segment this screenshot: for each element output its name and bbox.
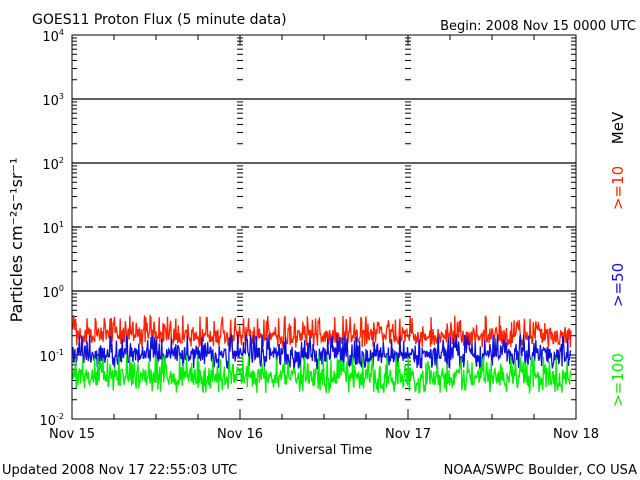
chart-title: GOES11 Proton Flux (5 minute data) (32, 12, 287, 28)
x-axis-label: Universal Time (276, 443, 373, 458)
x-tick-label: Nov 17 (385, 427, 431, 442)
y-tick-label: 100 (42, 284, 64, 301)
x-tick-label: Nov 15 (49, 427, 95, 442)
y-tick-label: 10-2 (39, 412, 64, 429)
y-tick-label: 10-1 (39, 348, 64, 365)
series-line (72, 313, 572, 348)
series-line (72, 333, 572, 372)
begin-label: Begin: 2008 Nov 15 0000 UTC (440, 19, 636, 34)
legend: MeV >=10 >=50 >=100 (609, 111, 627, 407)
series-line (72, 354, 572, 394)
legend-entry: >=50 (609, 263, 627, 307)
series-layer (72, 313, 572, 394)
legend-entry: >=10 (609, 166, 627, 210)
x-tick-label: Nov 18 (553, 427, 599, 442)
y-tick-label: 101 (42, 220, 64, 237)
y-tick-labels: 104 103 102 101 100 10-1 10-2 (39, 28, 64, 429)
updated-label: Updated 2008 Nov 17 22:55:03 UTC (2, 463, 237, 478)
unit-label: MeV (609, 111, 627, 144)
plot-frame (71, 34, 577, 420)
x-tick-labels: Nov 15 Nov 16 Nov 17 Nov 18 (49, 427, 599, 442)
source-label: NOAA/SWPC Boulder, CO USA (444, 463, 637, 478)
x-tick-label: Nov 16 (217, 427, 263, 442)
legend-entry: >=100 (609, 353, 627, 407)
y-tick-label: 102 (42, 156, 64, 173)
y-tick-label: 103 (42, 92, 64, 109)
y-tick-label: 104 (42, 28, 64, 45)
y-axis-label: Particles cm⁻²s⁻¹sr⁻¹ (7, 158, 26, 323)
